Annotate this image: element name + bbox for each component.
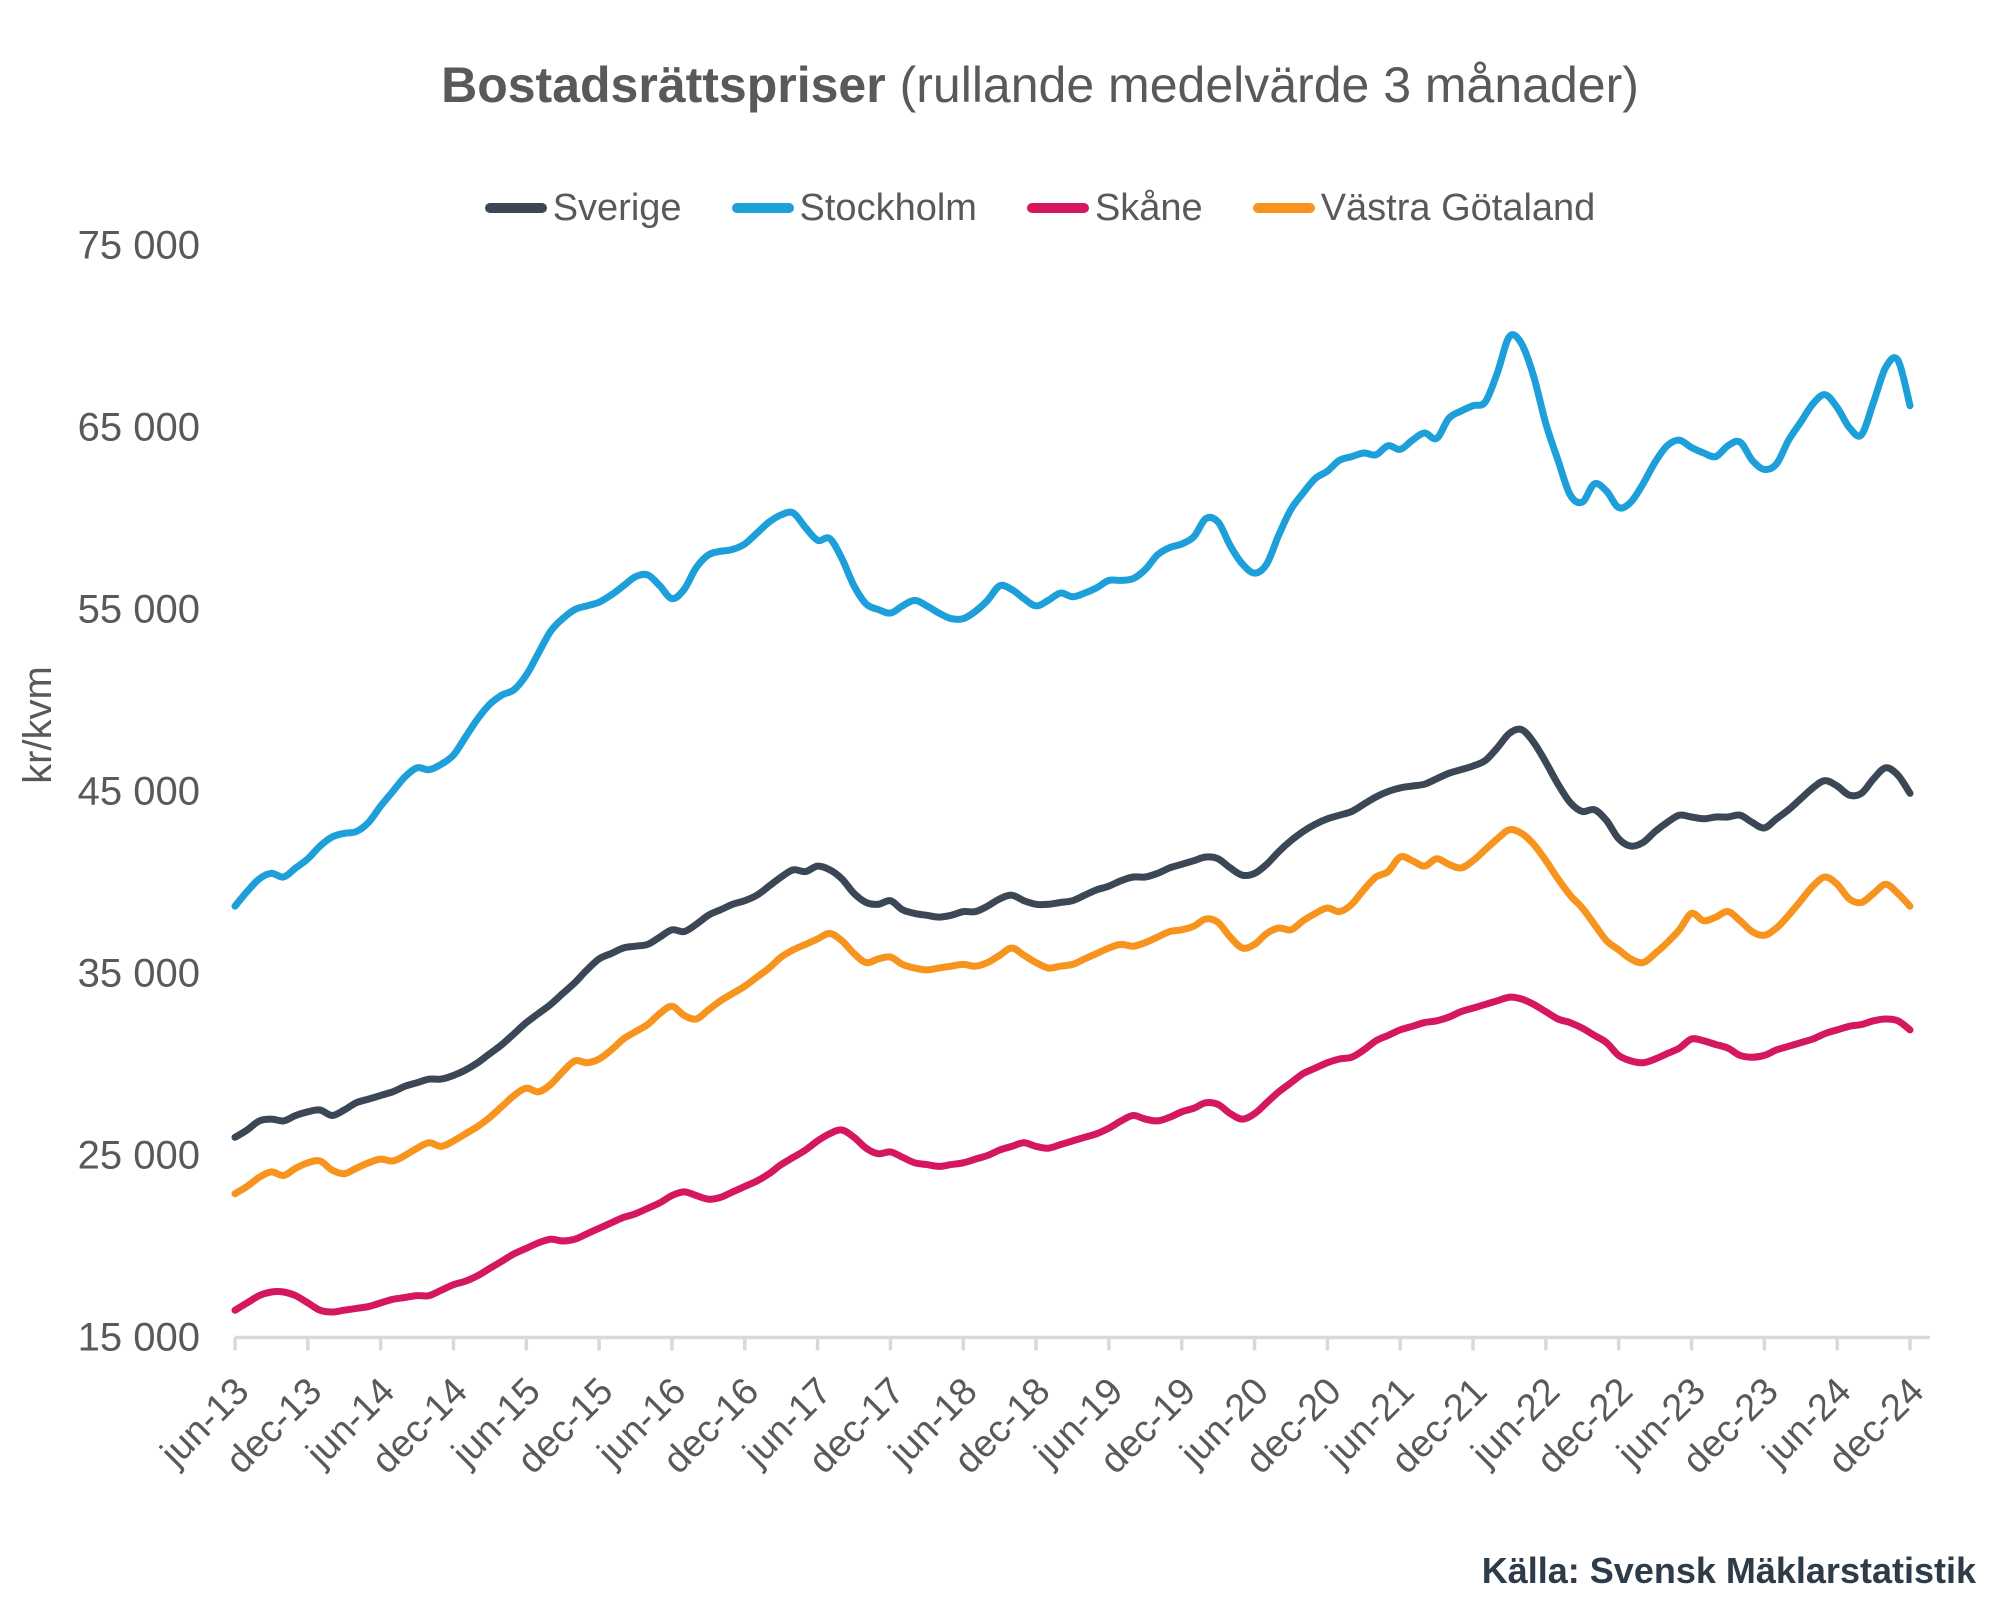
y-tick-label: 25 000 <box>78 1134 200 1178</box>
legend-item-skane: Skåne <box>1026 186 1203 230</box>
chart-title: Bostadsrättspriser (rullande medelvärde … <box>144 56 1936 114</box>
y-tick-label: 55 000 <box>78 588 200 632</box>
legend-item-stockholm: Stockholm <box>731 186 977 230</box>
series-line-skane <box>231 993 1914 1316</box>
legend-label-skane: Skåne <box>1094 186 1203 229</box>
legend-swatch-skane <box>1026 203 1089 213</box>
series-line-vastra-gotaland <box>231 825 1914 1198</box>
source-note: Källa: Svensk Mäklarstatistik <box>1481 1550 1976 1591</box>
y-tick-label: 75 000 <box>78 224 200 268</box>
legend-label-vastra-gotaland: Västra Götaland <box>1320 186 1596 229</box>
legend-swatch-vastra-gotaland <box>1252 203 1315 213</box>
legend-swatch-stockholm <box>731 203 794 213</box>
legend-item-vastra-gotaland: Västra Götaland <box>1252 186 1596 230</box>
legend: Sverige Stockholm Skåne Västra Götaland <box>145 186 1935 230</box>
series-line-stockholm <box>231 331 1914 910</box>
y-tick-label: 65 000 <box>78 406 200 450</box>
legend-item-sverige: Sverige <box>484 186 682 230</box>
y-tick-label: 35 000 <box>78 952 200 996</box>
legend-label-sverige: Sverige <box>552 186 682 229</box>
y-tick-label: 15 000 <box>78 1316 200 1360</box>
series-line-sverige <box>231 725 1914 1141</box>
chart-title-main: Bostadsrättspriser <box>441 57 886 113</box>
legend-swatch-sverige <box>484 203 547 213</box>
chart-title-suffix: (rullande medelvärde 3 månader) <box>899 57 1639 113</box>
legend-label-stockholm: Stockholm <box>799 186 977 229</box>
y-tick-label: 45 000 <box>78 770 200 814</box>
